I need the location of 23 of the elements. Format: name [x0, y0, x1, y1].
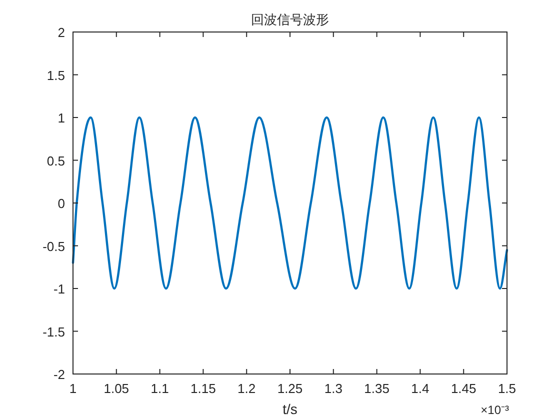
x-tick-label: 1.5: [498, 381, 516, 396]
y-tick-label: -1.5: [42, 324, 65, 340]
x-tick-label: 1.4: [411, 381, 430, 396]
y-tick-label: -0.5: [42, 238, 65, 254]
x-tick-label: 1.05: [104, 381, 130, 396]
x-tick-label: 1.25: [277, 381, 303, 396]
x-tick-label: 1.45: [450, 381, 476, 396]
chart-title: 回波信号波形: [251, 12, 329, 27]
x-tick-label: 1.2: [238, 381, 256, 396]
x-tick-label: 1.35: [364, 381, 390, 396]
x-tick-label: 1.15: [190, 381, 216, 396]
y-tick-label: 2: [58, 25, 65, 40]
y-tick-label: 1: [58, 110, 65, 126]
y-tick-label: 1.5: [46, 68, 65, 83]
x-axis-title: t/s: [282, 401, 298, 417]
y-tick-label: -1: [53, 282, 65, 296]
x-tick-label: 1.3: [324, 381, 342, 396]
x-tick-label: 1.1: [150, 381, 169, 396]
y-tick-label: 0.5: [46, 153, 65, 168]
y-tick-label: -2: [53, 367, 65, 382]
text: ×10⁻³: [480, 403, 509, 417]
y-tick-label: 0: [58, 196, 65, 211]
x-tick-label: 1: [69, 381, 77, 396]
